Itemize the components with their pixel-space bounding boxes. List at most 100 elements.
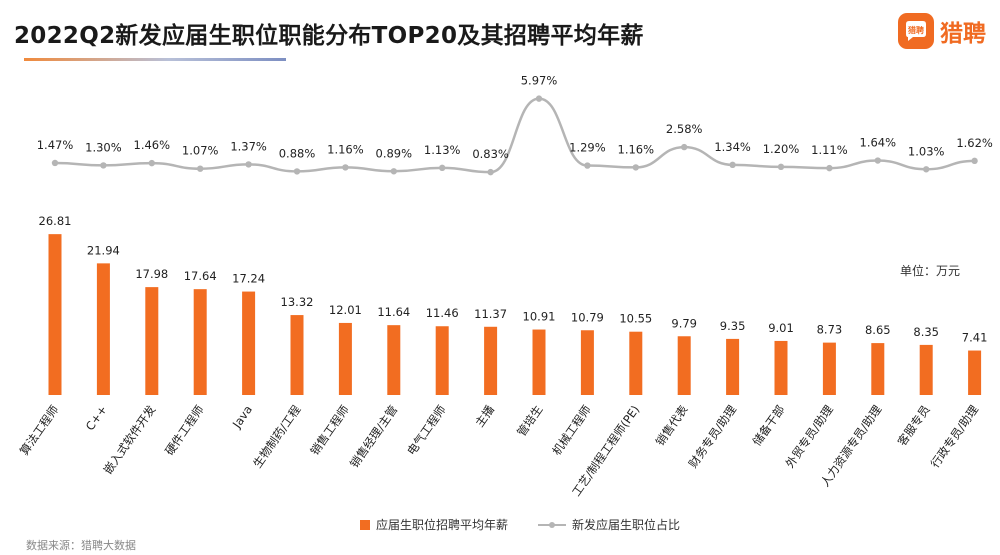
share-point [390,168,397,175]
category-label: 外贸专员/助理 [783,402,837,470]
salary-bar-label: 21.94 [87,243,120,257]
salary-bar [435,326,449,395]
category-label: C++ [83,403,110,433]
share-point-label: 1.16% [327,142,364,156]
share-point-label: 0.89% [376,146,413,160]
share-point [293,168,301,175]
category-label: 硬件工程师 [162,403,206,458]
salary-bar [290,315,304,395]
share-point-label: 0.83% [472,147,509,161]
share-point-label: 5.97% [521,74,558,88]
share-point [51,159,59,167]
share-line-series: 1.47% 1.30% 1.46% 1.07% 1.37% 0.88% 1.16% 0.89%… [37,74,993,176]
category-label: 行政专员/助理 [928,402,982,470]
liepin-chat-logo-icon: 猎聘 [898,13,934,49]
salary-bar-label: 12.01 [329,303,362,317]
share-point [826,164,833,172]
share-point-label: 1.03% [908,144,945,158]
share-point [148,159,155,167]
share-point-label: 1.11% [811,143,848,157]
chart-title: 2022Q2新发应届生职位职能分布TOP20及其招聘平均年薪 [14,23,644,49]
salary-bar-label: 7.41 [962,331,988,345]
salary-bar [145,287,159,395]
salary-bar-label: 9.79 [671,316,697,330]
salary-bar [871,343,885,395]
salary-bar-label: 26.81 [39,214,72,228]
category-label: 算法工程师 [17,403,61,458]
category-label: 电气工程师 [404,403,448,458]
share-point [777,163,785,171]
share-point [100,162,107,169]
share-point [487,168,494,176]
share-point-label: 1.30% [85,140,122,154]
salary-bar [726,338,740,395]
share-point [342,164,349,171]
share-point-label: 0.88% [279,146,316,160]
category-label: Java [229,403,255,432]
legend-item-share: 新发应届生职位占比 [538,516,680,533]
salary-bar-label: 17.98 [135,267,168,281]
share-point [197,165,204,172]
salary-bar-label: 10.91 [523,310,556,324]
category-label: 机械工程师 [549,403,593,458]
salary-bar-label: 17.64 [184,269,217,283]
logo-text: 猎聘 [940,21,986,47]
title-underline [24,58,286,61]
share-point [535,95,543,102]
salary-bar [919,344,933,395]
salary-bar-label: 11.46 [426,306,459,320]
salary-bar [822,342,836,395]
share-point-label: 1.07% [182,144,219,158]
data-source: 数据来源：猎聘大数据 [26,539,136,552]
share-point-label: 1.46% [134,138,171,152]
share-point [923,166,930,173]
share-point [971,157,978,165]
salary-bar-label: 11.37 [474,307,507,321]
salary-bar [387,325,401,395]
share-point-label: 1.29% [569,141,606,155]
category-label: 销售代表 [653,402,691,448]
share-point-label: 1.16% [618,142,655,156]
salary-bar-label: 17.24 [232,272,265,286]
salary-bar-label: 8.35 [913,325,939,339]
salary-bar-label: 9.35 [720,319,746,333]
share-point-label: 2.58% [666,122,703,136]
salary-bar [532,329,546,395]
salary-bar-series: 26.81 21.94 17.98 17.64 17.24 13.32 12.01 11.64… [39,214,988,395]
category-label: 储备干部 [750,403,788,449]
legend-label-share: 新发应届生职位占比 [572,518,681,532]
salary-bar-label: 11.64 [377,305,410,319]
legend-bar-swatch [360,519,370,530]
salary-bar [193,289,207,395]
salary-bar [96,263,110,395]
salary-bar [677,336,691,395]
category-label: 销售工程师 [307,403,351,458]
salary-bar [48,234,62,395]
share-point-label: 1.20% [763,142,800,156]
share-point-label: 1.64% [860,136,897,150]
salary-bar-label: 10.55 [619,312,652,326]
svg-text:猎聘: 猎聘 [907,25,924,35]
unit-label: 单位：万元 [900,264,961,278]
category-label: 嵌入式软件开发 [101,402,159,476]
liepin-logo: 猎聘 猎聘 [898,12,986,50]
legend-item-salary: 应届生职位招聘平均年薪 [360,516,508,533]
category-label: 管培生 [514,403,545,439]
share-point-label: 1.62% [956,136,993,150]
legend: 应届生职位招聘平均年薪 新发应届生职位占比 [360,516,710,533]
salary-bar [580,330,594,395]
salary-bar [338,322,352,395]
category-label: 主播 [472,402,497,429]
salary-bar [629,331,643,395]
category-label: 财务专员/助理 [686,402,740,470]
share-point [245,161,252,168]
share-line [54,97,975,174]
category-label: 客服专员 [895,403,933,449]
share-point [681,143,688,151]
share-point-label: 1.34% [714,140,751,154]
share-point [584,162,591,169]
share-point-label: 1.13% [424,143,461,157]
salary-bar [242,291,256,395]
